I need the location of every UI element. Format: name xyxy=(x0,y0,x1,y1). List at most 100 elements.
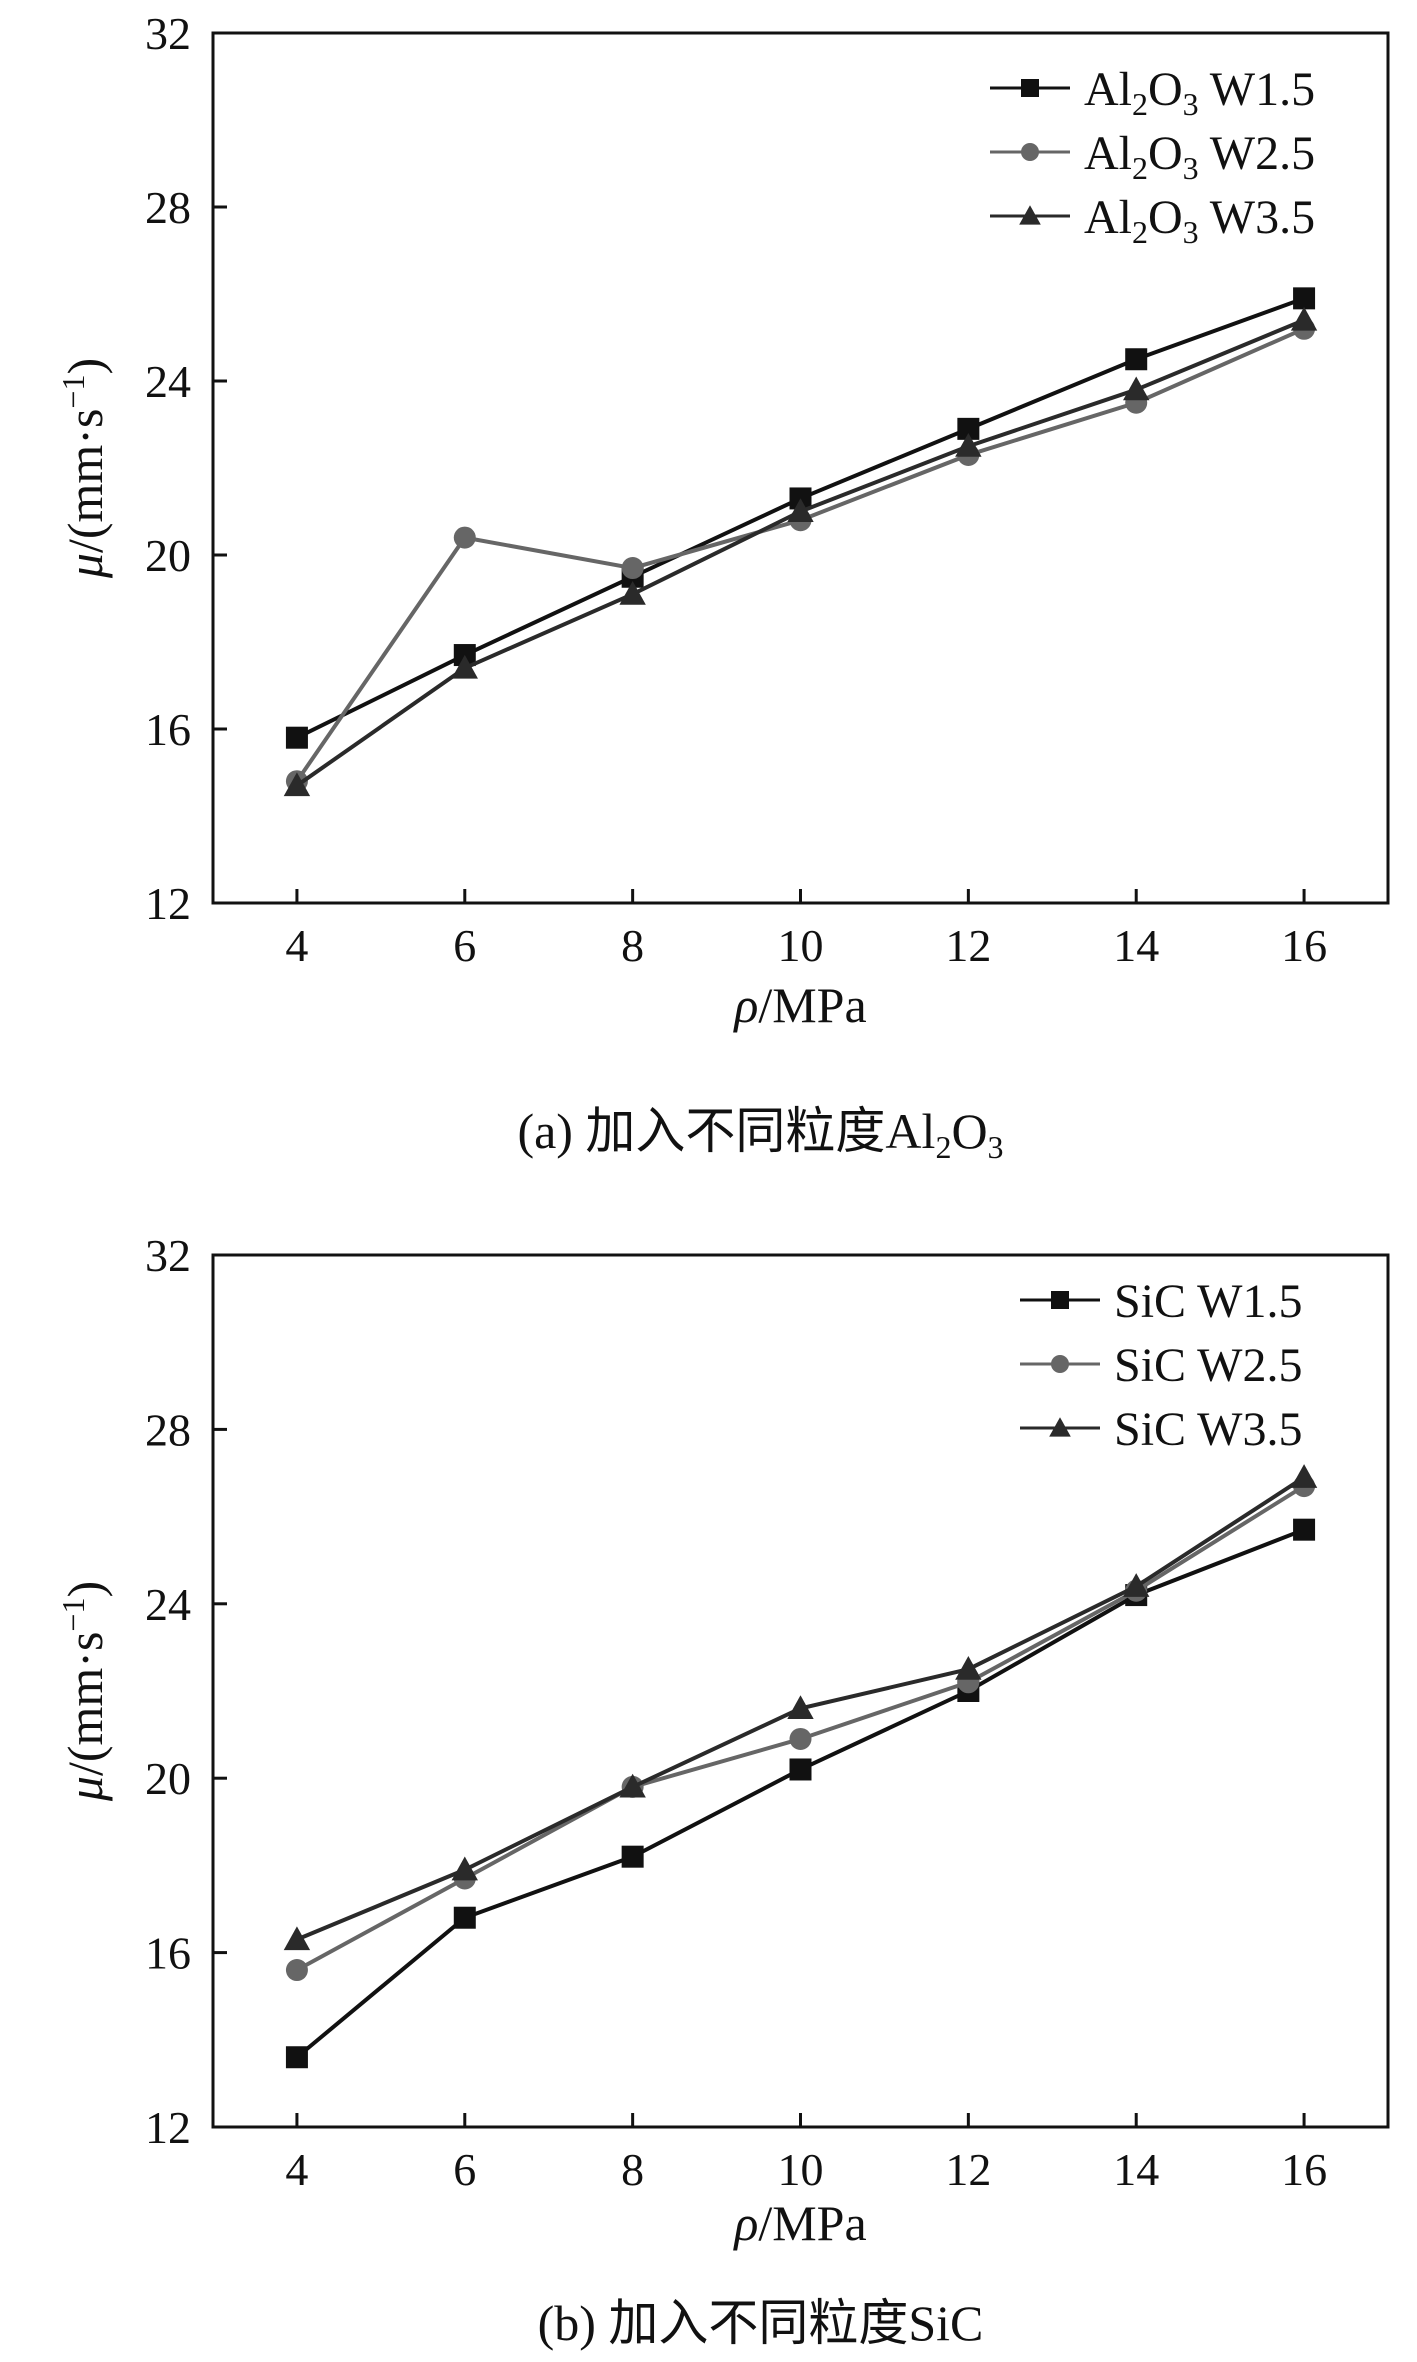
x-tick-label: 4 xyxy=(285,2144,308,2195)
y-tick-label: 24 xyxy=(145,1579,191,1630)
y-axis-symbol: μ xyxy=(57,553,113,579)
marker-circle xyxy=(1021,143,1039,161)
y-axis-label: μ/(mm·s−1) xyxy=(55,1581,113,1802)
marker-triangle xyxy=(1290,1464,1318,1488)
x-axis-label: ρ/MPa xyxy=(732,2195,866,2251)
y-tick-label: 32 xyxy=(145,1230,191,1281)
marker-triangle xyxy=(451,1856,478,1881)
marker-triangle xyxy=(451,654,478,679)
legend-label: Al xyxy=(1084,191,1132,244)
legend-label: Al xyxy=(1084,127,1132,180)
y-tick-label: 28 xyxy=(145,182,191,233)
marker-square xyxy=(1051,1291,1069,1309)
legend-entry: SiC W1.5 xyxy=(1114,1275,1302,1328)
x-tick-label: 8 xyxy=(621,2144,644,2195)
legend-label: SiC W3.5 xyxy=(1114,1403,1302,1456)
marker-triangle xyxy=(1290,306,1318,331)
marker-square xyxy=(957,417,980,440)
chart-panel-b: 4 6 8 10 12 14 16 12 16 20 24 28 32 ρ/MPa μ/(mm·s−1) Si… xyxy=(55,1230,1390,2351)
x-tick-label: 12 xyxy=(945,2144,991,2195)
caption-text: O xyxy=(951,1103,987,1159)
legend-entry: SiC W2.5 xyxy=(1114,1339,1302,1392)
marker-triangle xyxy=(955,1656,982,1680)
legend-entry: Al2O3 W1.5 xyxy=(1084,63,1315,122)
y-tick-label: 32 xyxy=(145,8,191,59)
legend-sub: 3 xyxy=(1183,214,1199,250)
y-tick-label: 28 xyxy=(145,1404,191,1455)
marker-square xyxy=(1293,1518,1316,1541)
figure-caption: (a) 加入不同粒度Al2O3 xyxy=(517,1103,1003,1165)
series-line xyxy=(295,1527,1305,2059)
x-tick-label: 4 xyxy=(285,920,308,971)
x-axis-unit: /MPa xyxy=(758,977,866,1033)
legend-sub: 2 xyxy=(1132,150,1148,186)
figure-caption: (b) 加入不同粒度SiC xyxy=(538,2295,984,2351)
caption-sub: 2 xyxy=(935,1129,951,1165)
y-tick-label: 16 xyxy=(145,704,191,755)
y-axis-unit: /(mm·s xyxy=(57,1632,113,1776)
x-tick-label: 10 xyxy=(778,2144,824,2195)
legend-label: W2.5 xyxy=(1199,127,1315,180)
y-tick-label: 12 xyxy=(145,878,191,929)
legend-entry: Al2O3 W3.5 xyxy=(1084,191,1315,250)
x-axis-label: ρ/MPa xyxy=(732,977,866,1033)
marker-triangle xyxy=(283,1926,311,1951)
x-tick-label: 16 xyxy=(1281,2144,1327,2195)
chart-panel-a: 4 6 8 10 12 14 16121620242832ρ/MPaμ/(mm·s−1)Al… xyxy=(55,8,1390,1165)
x-tick-label: 12 xyxy=(945,920,991,971)
marker-triangle xyxy=(1019,205,1041,225)
marker-triangle xyxy=(1049,1417,1071,1437)
x-tick-label: 14 xyxy=(1113,920,1159,971)
marker-circle xyxy=(621,557,644,580)
x-tick-label: 6 xyxy=(453,920,476,971)
y-axis-close: ) xyxy=(57,1581,113,1598)
marker-circle xyxy=(789,1727,812,1750)
legend-label: O xyxy=(1148,191,1183,244)
marker-triangle xyxy=(787,1695,814,1719)
legend-label: O xyxy=(1148,127,1183,180)
marker-circle xyxy=(285,1959,308,1982)
y-axis-exponent: −1 xyxy=(55,375,91,409)
y-tick-label: 20 xyxy=(145,1753,191,1804)
marker-triangle xyxy=(619,1773,646,1798)
marker-square xyxy=(1125,348,1148,371)
x-axis-unit: /MPa xyxy=(758,2195,866,2251)
legend-label: Al xyxy=(1084,63,1132,116)
legend-sub: 3 xyxy=(1183,86,1199,122)
marker-square xyxy=(789,1758,812,1781)
y-axis-exponent: −1 xyxy=(55,1598,91,1632)
caption-text: (a) 加入不同粒度Al xyxy=(517,1103,935,1159)
marker-square xyxy=(1021,79,1039,97)
legend-label: SiC W2.5 xyxy=(1114,1339,1302,1392)
legend-sub: 2 xyxy=(1132,86,1148,122)
x-tick-label: 8 xyxy=(621,920,644,971)
legend-sub: 2 xyxy=(1132,214,1148,250)
y-tick-label: 12 xyxy=(145,2102,191,2153)
x-axis-symbol: ρ xyxy=(732,977,758,1033)
x-tick-label: 10 xyxy=(778,920,824,971)
marker-triangle xyxy=(955,433,982,457)
legend-entry: SiC W3.5 xyxy=(1114,1403,1302,1456)
marker-triangle xyxy=(1123,376,1150,401)
x-tick-label: 14 xyxy=(1113,2144,1159,2195)
series-line xyxy=(295,326,1305,783)
marker-square xyxy=(453,1906,476,1929)
x-tick-label: 6 xyxy=(453,2144,476,2195)
legend-entry: Al2O3 W2.5 xyxy=(1084,127,1315,186)
marker-square xyxy=(285,2046,308,2069)
marker-square xyxy=(621,1845,644,1868)
marker-square xyxy=(285,726,308,749)
marker-circle xyxy=(1051,1355,1069,1373)
legend-label: W3.5 xyxy=(1199,191,1315,244)
legend-label: O xyxy=(1148,63,1183,116)
marker-square xyxy=(1293,287,1316,310)
x-axis-symbol: ρ xyxy=(732,2195,758,2251)
caption-sub: 3 xyxy=(988,1129,1004,1165)
y-axis-symbol: μ xyxy=(57,1776,113,1802)
marker-triangle xyxy=(1123,1573,1150,1597)
marker-triangle xyxy=(619,580,646,605)
legend-label: W1.5 xyxy=(1199,63,1315,116)
y-tick-label: 24 xyxy=(145,356,191,407)
y-axis-unit: /(mm·s xyxy=(57,409,113,553)
